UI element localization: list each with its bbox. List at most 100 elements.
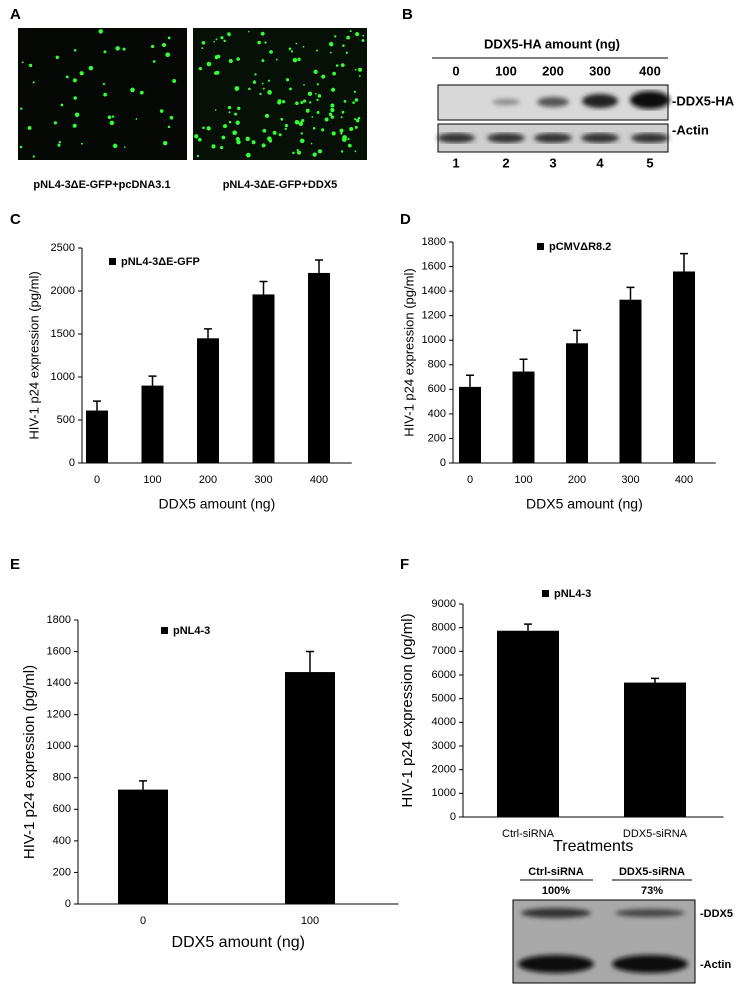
- cell: [330, 107, 335, 113]
- y-tick-label: 4000: [432, 716, 456, 728]
- y-axis-title: HIV-1 p24 expression (pg/ml): [21, 665, 38, 859]
- panel-label: C: [10, 211, 21, 228]
- cell: [347, 143, 352, 148]
- cell: [214, 71, 218, 75]
- amount-label: 400: [639, 63, 661, 78]
- cell: [107, 115, 112, 120]
- cell: [73, 48, 77, 52]
- cell: [321, 128, 325, 132]
- y-axis-title: HIV-1 p24 expression (pg/ml): [401, 268, 416, 436]
- y-tick-label: 0: [450, 811, 456, 823]
- cell: [324, 117, 329, 122]
- cell: [321, 74, 326, 79]
- cell: [259, 92, 262, 96]
- y-tick-label: 600: [53, 803, 71, 815]
- cell: [354, 150, 357, 153]
- cell: [317, 94, 322, 98]
- cell: [223, 39, 226, 43]
- cell: [357, 116, 361, 120]
- lane-label: DDX5-siRNA: [619, 866, 685, 878]
- amount-label: 200: [542, 63, 564, 78]
- x-tick-label: 200: [199, 474, 217, 486]
- cell: [332, 71, 336, 76]
- cell: [313, 69, 318, 75]
- lane-number: 4: [596, 155, 604, 170]
- cell: [285, 78, 290, 82]
- cell: [196, 155, 200, 158]
- cell: [201, 40, 206, 45]
- panel-label: F: [400, 556, 409, 573]
- lane-number: 2: [502, 155, 509, 170]
- error-bar: [93, 400, 101, 411]
- x-tick-label: 100: [143, 474, 161, 486]
- x-tick-label: 300: [621, 474, 639, 486]
- cell: [198, 66, 203, 71]
- bar: [673, 271, 695, 463]
- cell: [303, 84, 305, 86]
- x-axis-title: Treatments: [553, 838, 633, 855]
- cell: [53, 121, 57, 125]
- y-tick-label: 200: [428, 432, 446, 444]
- cell: [330, 103, 335, 108]
- y-tick-label: 1000: [432, 787, 456, 799]
- y-tick-label: 600: [428, 383, 446, 395]
- cell: [300, 100, 304, 105]
- cell: [289, 87, 292, 91]
- y-tick-label: 1000: [422, 334, 446, 346]
- cell: [358, 67, 363, 72]
- y-tick-label: 1500: [51, 328, 75, 340]
- y-axis-title: HIV-1 p24 expression (pg/ml): [26, 271, 41, 439]
- cell: [260, 31, 265, 36]
- cell: [330, 115, 335, 119]
- cell: [282, 100, 286, 104]
- x-tick-label: 400: [675, 474, 693, 486]
- cell: [328, 112, 333, 117]
- amount-label: 300: [589, 63, 611, 78]
- cell: [316, 98, 319, 102]
- x-axis-title: DDX5 amount (ng): [526, 496, 643, 512]
- cell: [339, 128, 344, 133]
- amount-label: 100: [495, 63, 517, 78]
- cell: [302, 45, 305, 48]
- cell: [213, 40, 215, 43]
- cell: [115, 46, 120, 51]
- legend-label: pCMVΔR8.2: [549, 241, 611, 253]
- error-bar: [466, 374, 474, 387]
- bar: [118, 789, 168, 904]
- cell: [172, 79, 177, 83]
- cell: [352, 101, 355, 104]
- cell: [220, 36, 224, 40]
- y-tick-label: 3000: [432, 740, 456, 752]
- cell: [88, 65, 94, 71]
- x-tick-label: 400: [310, 474, 328, 486]
- cell: [122, 47, 126, 51]
- cell: [123, 146, 126, 149]
- y-tick-label: 1000: [51, 371, 75, 383]
- cell: [102, 82, 106, 86]
- y-tick-label: 0: [69, 457, 75, 469]
- y-tick-label: 800: [428, 359, 446, 371]
- cell: [315, 49, 318, 52]
- legend-marker: [537, 243, 544, 250]
- cell: [269, 50, 273, 54]
- cell: [227, 105, 232, 110]
- cell: [300, 132, 303, 135]
- error-bar: [651, 677, 659, 683]
- cell: [28, 63, 33, 68]
- cell: [345, 51, 348, 54]
- y-tick-label: 200: [53, 866, 71, 878]
- cell: [202, 126, 205, 130]
- cell: [245, 136, 250, 142]
- cell: [329, 51, 332, 54]
- cell: [292, 151, 295, 155]
- y-tick-label: 1200: [47, 709, 71, 721]
- cell: [257, 40, 261, 45]
- cell: [355, 32, 360, 37]
- cell: [73, 96, 77, 100]
- legend-label: pNL4-3: [554, 588, 591, 600]
- x-tick-label: 300: [254, 474, 272, 486]
- cell: [340, 150, 344, 153]
- cell: [236, 139, 241, 145]
- cell: [169, 115, 174, 120]
